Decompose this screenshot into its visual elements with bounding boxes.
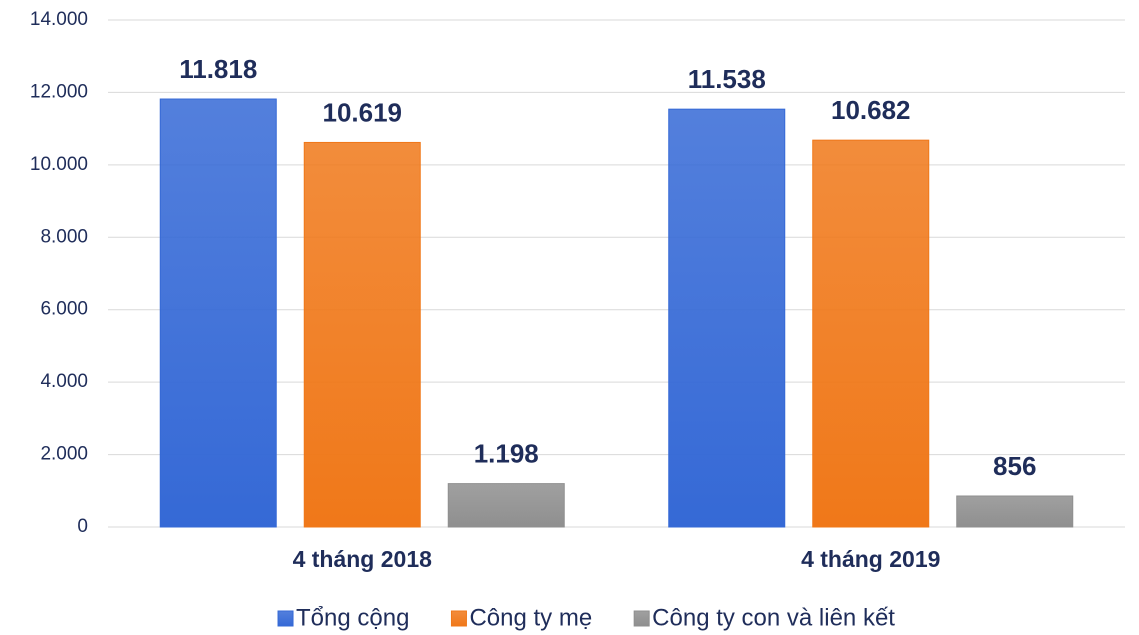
y-tick-label: 8.000 <box>40 226 88 247</box>
bar <box>812 139 930 528</box>
x-tick-label: 4 tháng 2018 <box>293 546 433 572</box>
bar <box>303 141 421 528</box>
data-label: 11.538 <box>688 64 766 94</box>
x-tick-label: 4 tháng 2019 <box>801 546 940 572</box>
legend-marker <box>450 610 467 627</box>
y-tick-label: 4.000 <box>40 371 88 392</box>
data-label: 11.818 <box>179 54 257 84</box>
y-tick-label: 14.000 <box>30 9 88 30</box>
data-label: 10.619 <box>322 97 402 127</box>
legend-marker <box>633 610 650 627</box>
bar <box>668 108 786 528</box>
bar <box>956 495 1074 528</box>
data-label: 856 <box>993 451 1036 481</box>
data-label: 1.198 <box>474 438 539 468</box>
bar <box>447 483 565 528</box>
y-tick-label: 6.000 <box>40 299 88 320</box>
legend-label: Công ty con và liên kết <box>652 604 895 631</box>
legend-label: Tổng cộng <box>296 604 409 631</box>
y-tick-label: 10.000 <box>30 154 88 175</box>
bar <box>159 98 277 528</box>
data-label: 10.682 <box>831 95 911 125</box>
legend-label: Công ty mẹ <box>469 604 592 631</box>
y-tick-label: 0 <box>77 516 88 537</box>
y-tick-label: 2.000 <box>40 444 88 465</box>
legend: Tổng cộng Công ty mẹ Công ty con và liên k… <box>277 604 895 631</box>
legend-marker <box>277 610 294 627</box>
y-tick-label: 12.000 <box>30 81 88 102</box>
